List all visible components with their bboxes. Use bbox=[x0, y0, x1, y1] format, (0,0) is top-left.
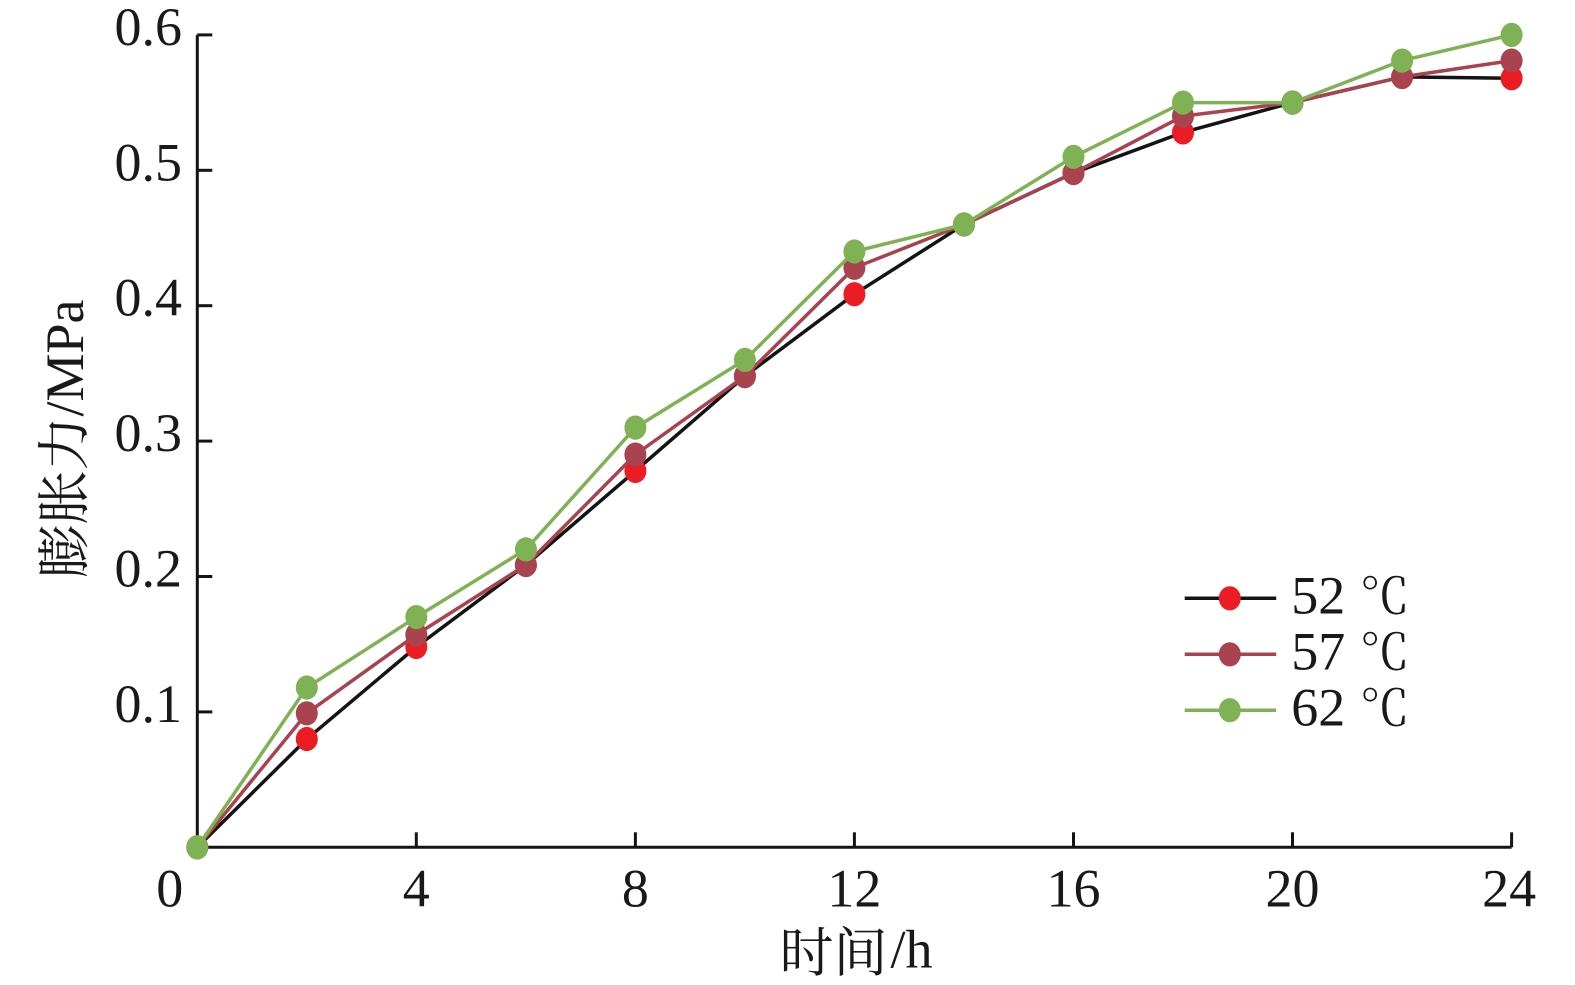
svg-text:8: 8 bbox=[622, 859, 649, 919]
svg-text:57: 57 bbox=[1291, 622, 1345, 682]
svg-text:0.6: 0.6 bbox=[115, 0, 183, 57]
svg-text:16: 16 bbox=[1047, 859, 1101, 919]
svg-text:0.4: 0.4 bbox=[115, 268, 183, 328]
svg-text:/h: /h bbox=[891, 920, 933, 980]
svg-text:24: 24 bbox=[1482, 859, 1536, 919]
svg-text:0.3: 0.3 bbox=[115, 403, 183, 463]
svg-text:0: 0 bbox=[156, 859, 183, 919]
svg-text:52: 52 bbox=[1291, 566, 1345, 626]
svg-text:0.2: 0.2 bbox=[115, 539, 183, 599]
svg-text:4: 4 bbox=[403, 859, 430, 919]
svg-text:/MPa: /MPa bbox=[35, 299, 95, 416]
svg-text:62: 62 bbox=[1291, 678, 1345, 738]
svg-text:0.1: 0.1 bbox=[115, 674, 183, 734]
svg-text:0.5: 0.5 bbox=[115, 132, 183, 192]
svg-text:20: 20 bbox=[1266, 859, 1320, 919]
svg-text:12: 12 bbox=[827, 859, 881, 919]
